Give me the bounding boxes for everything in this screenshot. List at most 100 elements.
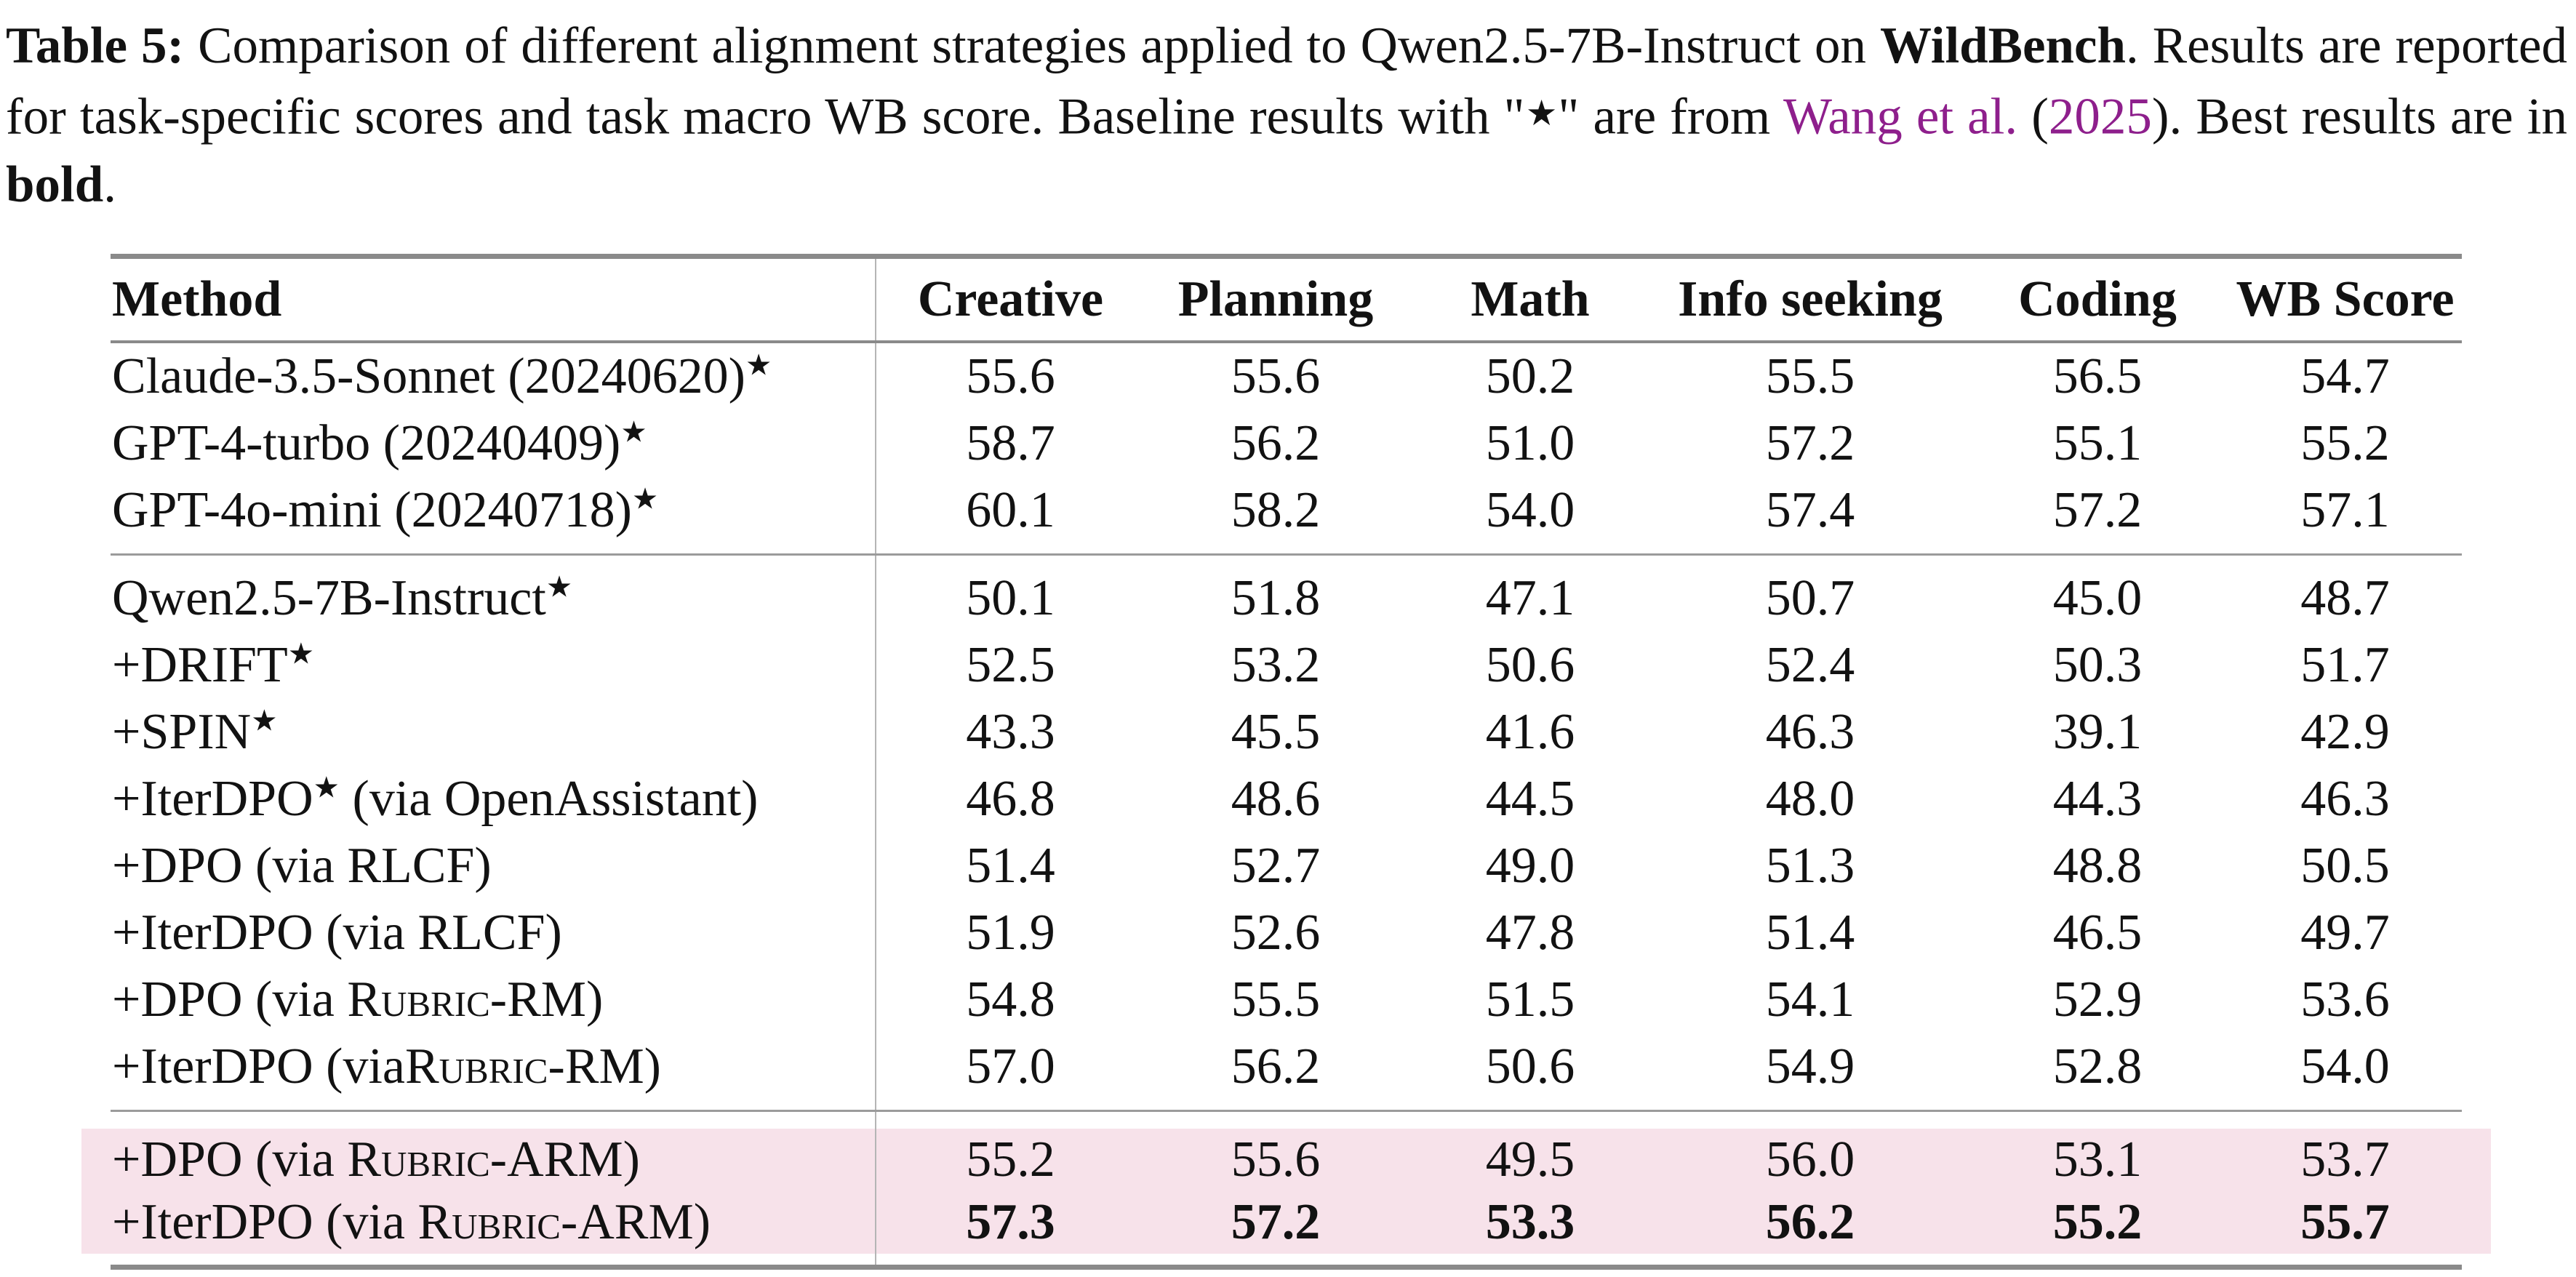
score-cell: 48.8 bbox=[2052, 838, 2143, 894]
table-row: +DRIFT★ 52.5 53.2 50.6 52.4 50.3 51.7 bbox=[111, 632, 2462, 700]
score-cell: 51.4 bbox=[1765, 905, 1855, 961]
results-table: Method Creative Planning Math Info seeki… bbox=[81, 254, 2491, 1270]
score-cell: 51.0 bbox=[1485, 415, 1575, 472]
score-cell: 41.6 bbox=[1485, 704, 1575, 761]
score-cell: 49.7 bbox=[2300, 905, 2390, 961]
score-cell: 50.5 bbox=[2300, 838, 2390, 894]
table-row-highlighted: +DPO (via Rubric-ARM) 55.2 55.6 49.5 56.… bbox=[81, 1129, 2491, 1192]
score-cell: 51.8 bbox=[1231, 570, 1321, 627]
spacer-row bbox=[111, 1110, 2462, 1129]
col-header-method: Method bbox=[111, 256, 876, 344]
score-cell: 51.4 bbox=[875, 833, 1145, 900]
score-cell: 50.7 bbox=[1765, 570, 1855, 627]
caption-text-3: " are from bbox=[1558, 88, 1783, 145]
col-header-planning: Planning bbox=[1145, 256, 1407, 344]
citation-link-year[interactable]: 2025 bbox=[2048, 88, 2152, 145]
score-cell: 55.2 bbox=[875, 1129, 1145, 1192]
score-cell: 39.1 bbox=[2052, 704, 2143, 761]
method-cell: GPT-4o-mini (20240718)★ bbox=[111, 477, 876, 556]
method-cell: Qwen2.5-7B-Instruct★ bbox=[112, 570, 573, 627]
score-cell: 49.0 bbox=[1485, 838, 1575, 894]
score-cell: 55.7 bbox=[2228, 1191, 2491, 1254]
score-cell: 52.4 bbox=[1765, 637, 1855, 694]
score-cell: 50.1 bbox=[875, 554, 1145, 633]
score-cell: 56.2 bbox=[1231, 415, 1321, 472]
table-row: GPT-4-turbo (20240409)★ 58.7 56.2 51.0 5… bbox=[111, 410, 2462, 478]
score-cell: 50.6 bbox=[1407, 1033, 1654, 1113]
method-cell: +DRIFT★ bbox=[112, 637, 315, 694]
score-cell: 52.7 bbox=[1231, 838, 1321, 894]
table-row: Qwen2.5-7B-Instruct★ 50.1 51.8 47.1 50.7… bbox=[111, 554, 2462, 633]
score-cell: 55.5 bbox=[1765, 348, 1855, 405]
table-row: Claude-3.5-Sonnet (20240620)★ 55.6 55.6 … bbox=[111, 342, 2462, 411]
col-header-wb-score: WB Score bbox=[2228, 256, 2462, 344]
score-cell: 54.7 bbox=[2300, 348, 2390, 405]
score-cell: 44.3 bbox=[2052, 771, 2143, 828]
score-cell: 52.8 bbox=[1967, 1033, 2228, 1113]
col-header-creative: Creative bbox=[875, 256, 1145, 344]
score-cell: 46.8 bbox=[875, 766, 1145, 833]
caption-text-5: . bbox=[103, 156, 116, 214]
score-cell: 58.2 bbox=[1145, 477, 1407, 556]
star-icon: ★ bbox=[1524, 95, 1559, 133]
score-cell: 52.9 bbox=[2052, 972, 2143, 1028]
caption-bold-word: bold bbox=[6, 156, 104, 214]
table-row: +DPO (via RLCF) 51.4 52.7 49.0 51.3 48.8… bbox=[111, 833, 2462, 900]
score-cell: 54.0 bbox=[2228, 1033, 2462, 1113]
score-cell: 44.5 bbox=[1485, 771, 1575, 828]
score-cell: 55.2 bbox=[1967, 1191, 2228, 1254]
caption-paren-open: ( bbox=[2017, 88, 2049, 145]
method-cell: +SPIN★ bbox=[112, 704, 278, 761]
score-cell: 56.0 bbox=[1654, 1129, 1967, 1192]
score-cell: 48.0 bbox=[1765, 771, 1855, 828]
method-cell: +DPO (via Rubric-ARM) bbox=[81, 1129, 876, 1192]
table-row: +IterDPO★ (via OpenAssistant) 46.8 48.6 … bbox=[111, 766, 2462, 833]
method-cell: +IterDPO★ (via OpenAssistant) bbox=[112, 771, 759, 828]
caption-text-2: . Results are reported for task-specific… bbox=[6, 17, 2568, 145]
star-marker: ★ bbox=[631, 482, 659, 516]
score-cell: 53.7 bbox=[2228, 1129, 2491, 1192]
method-cell: GPT-4-turbo (20240409)★ bbox=[112, 415, 647, 472]
score-cell: 52.5 bbox=[875, 632, 1145, 700]
score-cell: 55.6 bbox=[1145, 1129, 1407, 1192]
score-cell: 54.0 bbox=[1407, 477, 1654, 556]
score-cell: 49.5 bbox=[1407, 1129, 1654, 1192]
star-marker: ★ bbox=[287, 637, 315, 670]
score-cell: 51.7 bbox=[2300, 637, 2390, 694]
star-marker: ★ bbox=[313, 771, 340, 804]
caption-label: Table 5: bbox=[6, 17, 185, 74]
score-cell: 58.7 bbox=[875, 410, 1145, 478]
score-cell: 48.6 bbox=[1231, 771, 1321, 828]
score-cell: 51.5 bbox=[1485, 972, 1575, 1028]
score-cell: 55.2 bbox=[2300, 415, 2390, 472]
score-cell: 47.1 bbox=[1485, 570, 1575, 627]
score-cell: 42.9 bbox=[2300, 704, 2390, 761]
score-cell: 60.1 bbox=[875, 477, 1145, 556]
star-marker: ★ bbox=[251, 704, 278, 737]
star-marker: ★ bbox=[620, 415, 647, 449]
header-row: Method Creative Planning Math Info seeki… bbox=[111, 256, 2462, 344]
score-cell: 54.9 bbox=[1654, 1033, 1967, 1113]
method-cell: +IterDPO (via Rubric-ARM) bbox=[81, 1191, 876, 1254]
method-cell: +DPO (via Rubric-RM) bbox=[112, 972, 604, 1028]
caption-text-4: Best results are in bbox=[2182, 88, 2567, 145]
score-cell: 46.3 bbox=[1765, 704, 1855, 761]
score-cell: 53.3 bbox=[1407, 1191, 1654, 1254]
score-cell: 50.2 bbox=[1485, 348, 1575, 405]
table-row: +DPO (via Rubric-RM) 54.8 55.5 51.5 54.1… bbox=[111, 966, 2462, 1034]
spacer-row bbox=[111, 1254, 2462, 1268]
table-row-highlighted-best: +IterDPO (via Rubric-ARM) 57.3 57.2 53.3… bbox=[81, 1191, 2491, 1254]
score-cell: 45.0 bbox=[2052, 570, 2143, 627]
score-cell: 56.5 bbox=[2052, 348, 2143, 405]
method-cell: +IterDPO (via RLCF) bbox=[112, 905, 562, 961]
score-cell: 54.1 bbox=[1765, 972, 1855, 1028]
score-cell: 57.4 bbox=[1654, 477, 1967, 556]
score-cell: 57.3 bbox=[875, 1191, 1145, 1254]
score-cell: 47.8 bbox=[1485, 905, 1575, 961]
table-row: +IterDPO (via RLCF) 51.9 52.6 47.8 51.4 … bbox=[111, 900, 2462, 967]
method-cell: +DPO (via RLCF) bbox=[112, 838, 492, 894]
score-cell: 57.2 bbox=[1967, 477, 2228, 556]
table-row: GPT-4o-mini (20240718)★ 60.1 58.2 54.0 5… bbox=[111, 477, 2462, 556]
citation-link-author[interactable]: Wang et al. bbox=[1783, 88, 2018, 145]
score-cell: 54.8 bbox=[875, 966, 1145, 1034]
